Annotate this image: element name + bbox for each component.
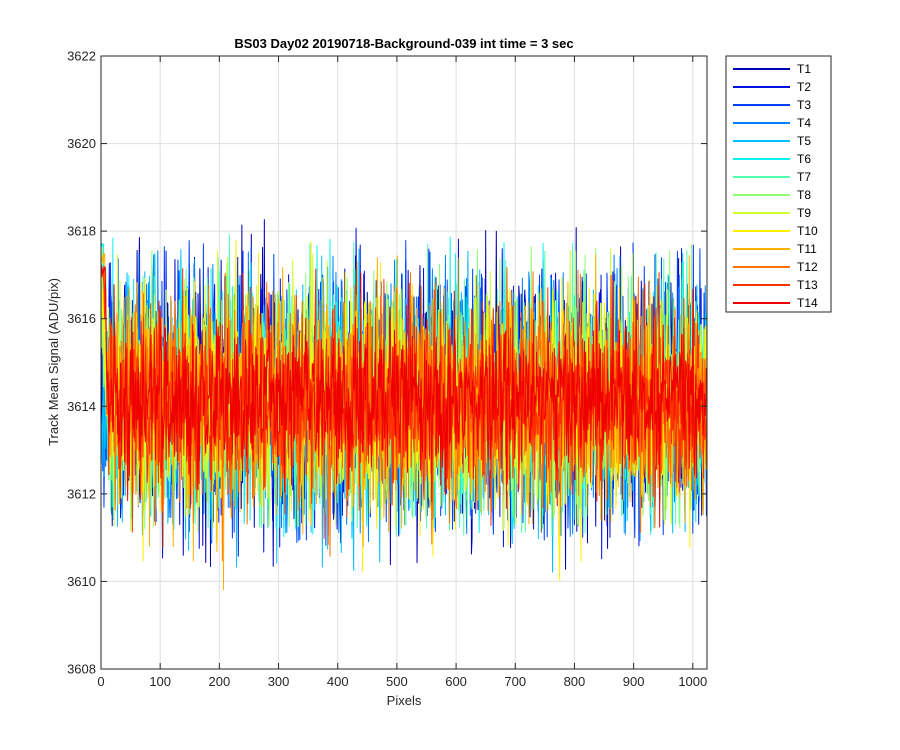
- legend-label-t2: T2: [797, 80, 811, 94]
- y-axis-label: Track Mean Signal (ADU/pix): [46, 278, 61, 446]
- y-tick-label: 3618: [67, 224, 96, 239]
- chart-title: BS03 Day02 20190718-Background-039 int t…: [234, 36, 573, 51]
- series-layer: [101, 219, 707, 591]
- y-tick-label: 3616: [67, 311, 96, 326]
- series-line-t14: [101, 264, 707, 528]
- x-axis-label: Pixels: [387, 693, 422, 708]
- legend-label-t9: T9: [797, 206, 811, 220]
- x-tick-label: 700: [504, 674, 526, 689]
- x-tick-label: 400: [327, 674, 349, 689]
- legend-label-t5: T5: [797, 134, 811, 148]
- legend-box: [725, 55, 832, 313]
- x-tick-label: 800: [564, 674, 586, 689]
- y-tick-label: 3610: [67, 574, 96, 589]
- y-tick-label: 3614: [67, 399, 96, 414]
- y-tick-label: 3620: [67, 136, 96, 151]
- y-tick-label: 3622: [67, 49, 96, 64]
- x-tick-label: 200: [209, 674, 231, 689]
- x-tick-label: 900: [623, 674, 645, 689]
- x-tick-label: 500: [386, 674, 408, 689]
- legend: T1 T2 T3 T4 T5 T6 T7 T8 T9 T10 T11 T12 T13 T14: [725, 55, 832, 313]
- x-tick-label: 100: [149, 674, 171, 689]
- legend-label-t7: T7: [797, 170, 811, 184]
- legend-label-t1: T1: [797, 62, 811, 76]
- legend-label-t12: T12: [797, 260, 818, 274]
- x-tick-label: 300: [268, 674, 290, 689]
- legend-label-t3: T3: [797, 98, 811, 112]
- legend-label-t14: T14: [797, 296, 818, 310]
- y-tick-label: 3608: [67, 662, 96, 677]
- legend-label-t4: T4: [797, 116, 811, 130]
- legend-label-t6: T6: [797, 152, 811, 166]
- x-tick-label: 0: [97, 674, 104, 689]
- axis-ticks: 0 100 200 300 400 500 600 700 800 900 1000 3608 3610…: [67, 49, 707, 690]
- legend-label-t13: T13: [797, 278, 818, 292]
- legend-label-t8: T8: [797, 188, 811, 202]
- legend-label-t10: T10: [797, 224, 818, 238]
- x-tick-label: 1000: [678, 674, 707, 689]
- legend-label-t11: T11: [797, 242, 817, 256]
- x-tick-label: 600: [445, 674, 467, 689]
- y-tick-label: 3612: [67, 486, 96, 501]
- plot-area-border: [100, 55, 708, 670]
